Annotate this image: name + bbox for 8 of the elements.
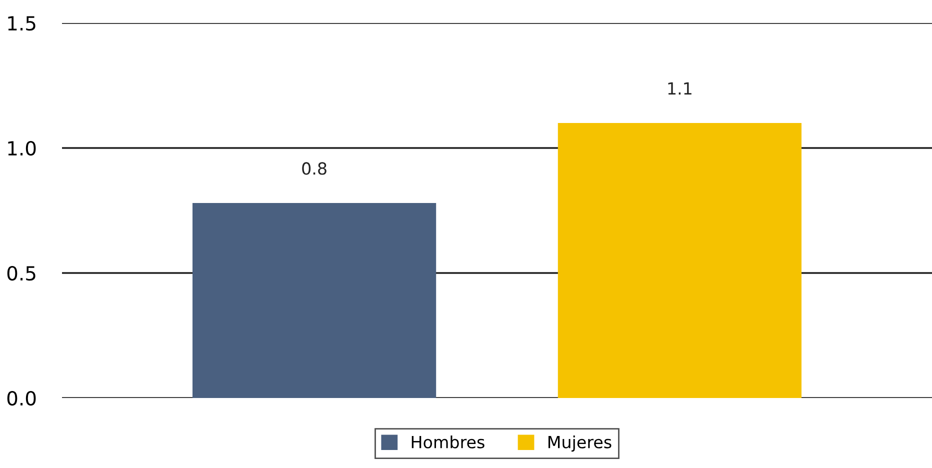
- legend-label: Hombres: [412, 436, 484, 448]
- y-tick-label: 1.5: [8, 16, 36, 31]
- y-tick-label: 1.0: [8, 140, 36, 156]
- legend-label: Mujeres: [548, 436, 612, 452]
- data-label: 0.8: [302, 162, 326, 175]
- y-tick-label: 0.0: [7, 390, 36, 406]
- y-tick-label: 0.5: [7, 266, 36, 281]
- data-label: 1.1: [668, 82, 692, 95]
